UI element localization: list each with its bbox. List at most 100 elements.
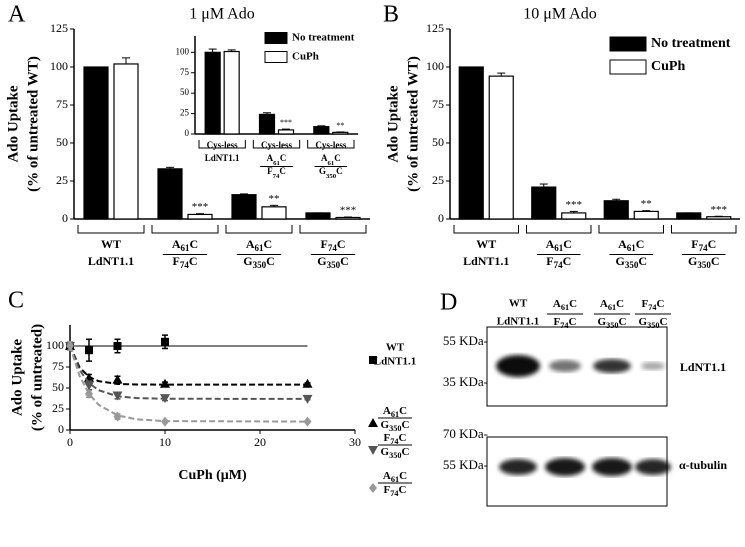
y-tick-label: 25 xyxy=(180,108,190,118)
blot-band xyxy=(549,360,581,372)
significance-label: *** xyxy=(192,201,209,213)
y-tick-label: 50 xyxy=(56,135,68,149)
category-bracket xyxy=(252,140,301,149)
label-part: 350 xyxy=(625,260,639,270)
label-part: 74 xyxy=(554,260,564,270)
series-label: G350C xyxy=(381,419,410,433)
category-bracket xyxy=(307,140,355,149)
bar xyxy=(561,212,587,220)
category-bracket xyxy=(526,225,592,234)
bar xyxy=(305,212,331,220)
label-part: F xyxy=(172,254,179,268)
y-tick-label: 25 xyxy=(56,173,68,187)
category-bracket xyxy=(77,225,145,234)
y-tick-label: 100 xyxy=(46,338,64,352)
bar xyxy=(335,216,361,220)
x-tick-label: 20 xyxy=(254,435,266,449)
category-bracket xyxy=(225,225,293,234)
label-part: C xyxy=(659,316,667,328)
label-part: C xyxy=(638,254,647,268)
y-tick-label: 50 xyxy=(52,380,64,394)
label-part: 61 xyxy=(181,243,191,253)
y-tick-label: 0 xyxy=(185,128,190,138)
y-tick-label: 0 xyxy=(438,211,444,225)
bar xyxy=(488,75,514,220)
panel-letter: A xyxy=(8,2,26,28)
marker xyxy=(112,391,123,401)
significance-label: ** xyxy=(269,193,280,205)
label-part: G xyxy=(615,254,624,268)
label-part: 350 xyxy=(389,451,401,460)
label-part: G xyxy=(639,316,648,328)
y-tick-label: 100 xyxy=(426,59,444,73)
label-part: G xyxy=(598,316,607,328)
category-label: G350C xyxy=(317,254,349,270)
label-part: C xyxy=(563,237,572,251)
y-tick-label: 100 xyxy=(50,59,68,73)
label-part: F xyxy=(546,254,553,268)
significance-label: ** xyxy=(641,198,652,210)
bar xyxy=(223,50,240,135)
category-label: A61C xyxy=(321,153,341,166)
marker xyxy=(113,411,122,422)
label-part: 350 xyxy=(697,260,711,270)
bar xyxy=(531,186,557,220)
series-label: F74C xyxy=(384,484,407,498)
label-part: G xyxy=(688,254,697,268)
label-part: G xyxy=(317,254,326,268)
fit-line xyxy=(69,345,308,400)
x-tick-label: 30 xyxy=(349,435,361,449)
label-part: A xyxy=(546,237,555,251)
label-part: C xyxy=(569,298,577,310)
bar xyxy=(157,168,183,220)
bar xyxy=(603,200,629,220)
category-label: A61C xyxy=(553,298,577,312)
label-part: 61 xyxy=(391,475,399,484)
bar xyxy=(458,66,484,220)
legend-marker xyxy=(368,446,378,455)
label-part: C xyxy=(279,166,286,176)
panel-letter: B xyxy=(383,2,399,28)
y-axis-label: Ado Uptake xyxy=(5,85,21,162)
label-part: C xyxy=(616,298,624,310)
label-part: 74 xyxy=(390,437,398,446)
category-label: WT xyxy=(101,237,121,251)
marker xyxy=(302,394,313,404)
label-part: G xyxy=(381,419,390,431)
label-part: 61 xyxy=(554,243,564,253)
bar xyxy=(332,131,349,135)
label-part: F xyxy=(642,298,649,310)
label-part: C xyxy=(657,298,665,310)
label-part: 350 xyxy=(326,173,337,180)
category-label: A61C xyxy=(267,153,287,166)
y-axis-label: (% of untreated) xyxy=(29,324,45,431)
category-label: F74C xyxy=(546,254,571,270)
label-part: 61 xyxy=(273,160,280,167)
blot-band xyxy=(635,459,671,475)
bar xyxy=(113,63,139,220)
label-part: C xyxy=(399,484,407,496)
label-part: A xyxy=(383,405,391,417)
label-part: C xyxy=(711,254,720,268)
fit-line xyxy=(69,345,308,386)
significance-label: ** xyxy=(336,121,344,130)
legend-label: CuPh xyxy=(292,51,319,63)
category-label: F74C xyxy=(642,298,665,312)
bar xyxy=(633,210,659,220)
label-part: C xyxy=(336,166,343,176)
label-part: F xyxy=(320,237,327,251)
label-part: A xyxy=(618,237,627,251)
category-bracket xyxy=(299,225,367,234)
label-part: C xyxy=(401,446,409,458)
category-bracket xyxy=(151,225,219,234)
legend-label: No treatment xyxy=(292,32,355,44)
label-part: F xyxy=(691,237,698,251)
marker xyxy=(84,381,94,391)
category-label: F74C xyxy=(320,237,345,253)
category-label: F74C xyxy=(172,254,197,270)
panel-letter: D xyxy=(440,290,457,316)
y-axis-label: Ado Uptake xyxy=(9,339,25,416)
label-part: 61 xyxy=(608,303,616,312)
blot-band xyxy=(593,359,631,373)
category-label: G350C xyxy=(319,166,343,179)
